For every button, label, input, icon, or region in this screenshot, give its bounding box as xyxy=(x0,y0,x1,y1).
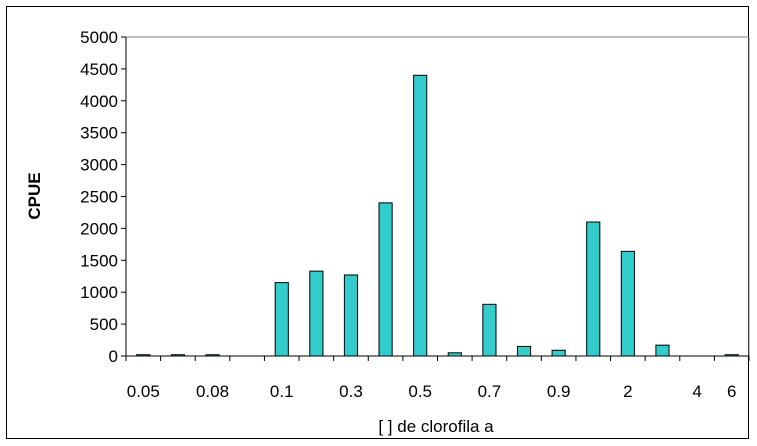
x-tick-label: 6 xyxy=(727,382,736,401)
bar xyxy=(447,352,462,357)
x-tick-label: 0.5 xyxy=(408,382,432,401)
x-tick-label: 0.1 xyxy=(270,382,294,401)
x-axis: 0.05 0.08 0.1 0.3 0.5 0.7 0.9 2 4 6 xyxy=(125,355,750,401)
y-axis: 0 500 1000 1500 2000 2500 3000 3500 4000 4500 5000 xyxy=(80,28,127,366)
bar xyxy=(309,270,324,357)
x-tick-label: 0.3 xyxy=(339,382,363,401)
y-tick-label: 1000 xyxy=(80,283,118,302)
bar xyxy=(724,354,739,357)
x-tick-label: 2 xyxy=(623,382,632,401)
y-tick-label: 1500 xyxy=(80,251,118,270)
bar xyxy=(136,354,151,357)
x-tick-label: 4 xyxy=(692,382,701,401)
plot-area xyxy=(125,36,750,357)
x-tick-label: 0.7 xyxy=(478,382,502,401)
bar xyxy=(655,344,670,357)
y-tick-label: 3500 xyxy=(80,124,118,143)
bar xyxy=(378,202,393,357)
chart-frame xyxy=(6,6,749,439)
x-tick-label: 0.08 xyxy=(196,382,229,401)
y-tick-label: 3000 xyxy=(80,156,118,175)
bar xyxy=(343,274,359,357)
plot-border xyxy=(125,36,750,357)
bar xyxy=(551,349,566,357)
x-tick-label: 0.05 xyxy=(127,382,160,401)
y-axis-title: CPUE xyxy=(25,172,44,219)
y-tick-label: 2500 xyxy=(80,188,118,207)
x-axis-title: [ ] de clorofila a xyxy=(378,417,494,436)
y-tick-label: 4500 xyxy=(80,60,118,79)
y-tick-label: 5000 xyxy=(80,28,118,47)
y-tick-label: 0 xyxy=(109,347,118,366)
bar xyxy=(413,74,428,357)
bars xyxy=(136,74,739,357)
bar xyxy=(274,282,289,357)
y-tick-label: 4000 xyxy=(80,92,118,111)
bar xyxy=(482,303,497,357)
bar xyxy=(586,221,601,357)
bar xyxy=(620,250,635,357)
bar xyxy=(205,354,220,357)
y-tick-label: 500 xyxy=(90,315,118,334)
x-tick-label: 0.9 xyxy=(547,382,571,401)
bar xyxy=(170,354,185,357)
y-tick-label: 2000 xyxy=(80,219,118,238)
bar xyxy=(516,345,532,357)
